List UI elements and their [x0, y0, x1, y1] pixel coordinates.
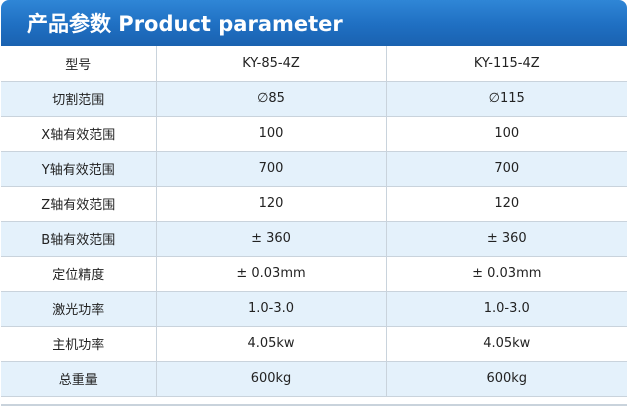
row-label: 切割范围	[1, 80, 157, 117]
row-value-model-2: ± 0.03mm	[385, 255, 627, 292]
row-value-model-2: ∅115	[385, 80, 627, 117]
row-value-model-1: 120	[155, 185, 387, 222]
row-value-model-1: 1.0-3.0	[155, 290, 387, 327]
table-row: 主机功率 4.05kw 4.05kw	[1, 325, 627, 362]
page-title: 产品参数 Product parameter	[27, 12, 343, 36]
row-label: Y轴有效范围	[1, 150, 157, 187]
row-value-model-1: 100	[155, 115, 387, 152]
parameter-table: 型号 KY-85-4Z KY-115-4Z 切割范围 ∅85 ∅115 X轴有效…	[1, 46, 627, 397]
header-cell-model-1: KY-85-4Z	[155, 46, 387, 82]
row-label: X轴有效范围	[1, 115, 157, 152]
row-value-model-1: 600kg	[155, 360, 387, 397]
table-header-row: 型号 KY-85-4Z KY-115-4Z	[1, 46, 627, 82]
table-bottom-border	[1, 404, 627, 406]
row-value-model-2: 700	[385, 150, 627, 187]
table-row: X轴有效范围 100 100	[1, 115, 627, 152]
row-value-model-2: 1.0-3.0	[385, 290, 627, 327]
table-row: 激光功率 1.0-3.0 1.0-3.0	[1, 290, 627, 327]
title-bar: 产品参数 Product parameter	[1, 0, 627, 46]
header-cell-model: 型号	[1, 46, 157, 82]
table-row: Y轴有效范围 700 700	[1, 150, 627, 187]
table-row: 切割范围 ∅85 ∅115	[1, 80, 627, 117]
table-row: Z轴有效范围 120 120	[1, 185, 627, 222]
row-label: Z轴有效范围	[1, 185, 157, 222]
row-label: 激光功率	[1, 290, 157, 327]
row-label: B轴有效范围	[1, 220, 157, 257]
row-label: 总重量	[1, 360, 157, 397]
row-value-model-2: 4.05kw	[385, 325, 627, 362]
table-row: B轴有效范围 ± 360 ± 360	[1, 220, 627, 257]
row-value-model-2: 600kg	[385, 360, 627, 397]
row-value-model-2: ± 360	[385, 220, 627, 257]
table-row: 定位精度 ± 0.03mm ± 0.03mm	[1, 255, 627, 292]
header-cell-model-2: KY-115-4Z	[385, 46, 627, 82]
row-value-model-1: ∅85	[155, 80, 387, 117]
row-value-model-1: 4.05kw	[155, 325, 387, 362]
table-row: 总重量 600kg 600kg	[1, 360, 627, 397]
row-value-model-2: 100	[385, 115, 627, 152]
row-value-model-1: ± 360	[155, 220, 387, 257]
row-label: 定位精度	[1, 255, 157, 292]
row-value-model-1: 700	[155, 150, 387, 187]
row-value-model-2: 120	[385, 185, 627, 222]
row-value-model-1: ± 0.03mm	[155, 255, 387, 292]
row-label: 主机功率	[1, 325, 157, 362]
